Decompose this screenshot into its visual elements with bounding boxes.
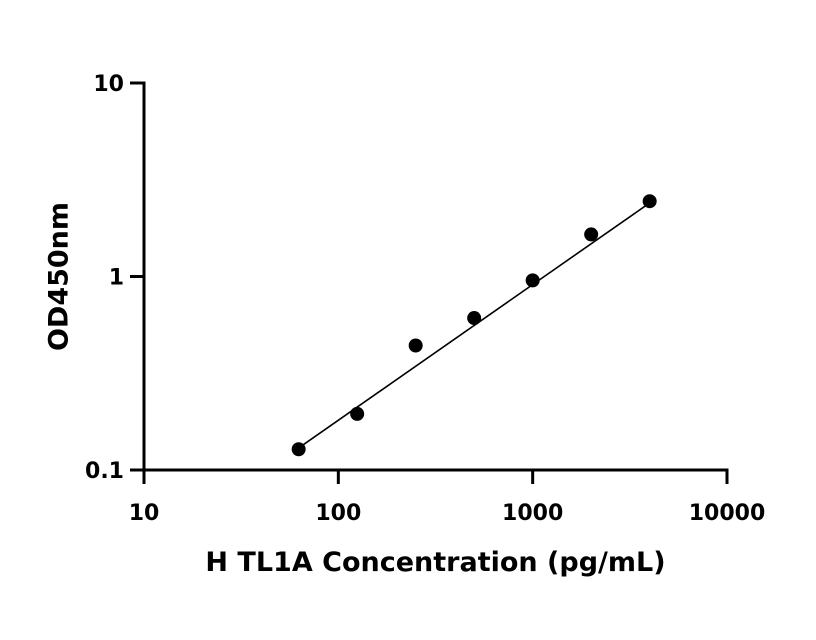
x-tick-label: 10 [129, 501, 160, 526]
x-tick-label: 1000 [502, 501, 563, 526]
y-tick-label: 0.1 [85, 459, 124, 484]
y-tick-label: 1 [109, 266, 124, 291]
data-point [525, 273, 540, 288]
axis-labels: 0.1 1 10 10 100 1000 10000 H TL1A Concentration… [44, 72, 766, 578]
data-point [350, 406, 365, 421]
y-axis-title: OD450nm [44, 202, 75, 351]
y-tick-label: 10 [93, 72, 124, 97]
data-point [642, 194, 657, 209]
data-points [291, 194, 657, 457]
data-point [467, 311, 482, 326]
x-tick-label: 100 [315, 501, 361, 526]
axes [130, 81, 729, 484]
data-point [584, 227, 599, 242]
x-axis-title: H TL1A Concentration (pg/mL) [205, 547, 665, 578]
data-point [291, 442, 306, 457]
x-tick-label: 10000 [689, 501, 766, 526]
data-point [408, 338, 423, 353]
